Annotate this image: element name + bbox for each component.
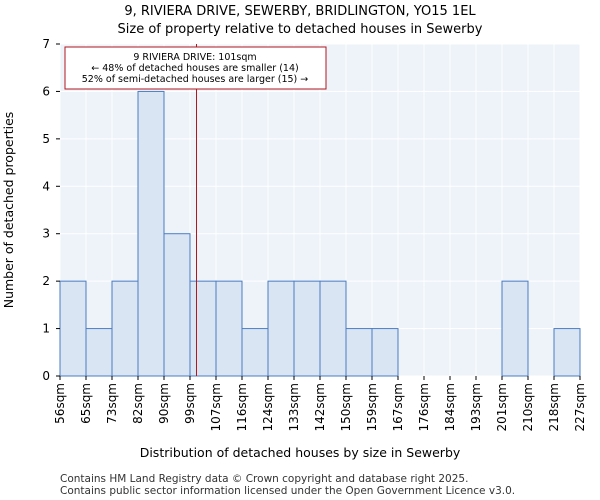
x-tick-label: 210sqm bbox=[521, 383, 535, 431]
x-tick-label: 82sqm bbox=[131, 383, 145, 424]
chart-title: 9, RIVIERA DRIVE, SEWERBY, BRIDLINGTON, … bbox=[124, 4, 476, 19]
bar-150sqm bbox=[345, 328, 373, 377]
x-tick-label: 159sqm bbox=[365, 383, 379, 431]
x-tick-label: 90sqm bbox=[157, 383, 171, 424]
x-tick-label: 218sqm bbox=[547, 383, 561, 431]
footer-line-1: Contains HM Land Registry data © Crown c… bbox=[60, 473, 468, 485]
y-tick-label: 5 bbox=[42, 132, 50, 146]
chart-subtitle: Size of property relative to detached ho… bbox=[118, 22, 483, 37]
bar-73sqm bbox=[111, 280, 139, 377]
y-tick-label: 1 bbox=[42, 322, 50, 336]
bar-133sqm bbox=[293, 280, 321, 377]
y-tick-label: 3 bbox=[42, 227, 50, 241]
bar-159sqm bbox=[371, 328, 399, 377]
bar-124sqm bbox=[267, 280, 295, 377]
y-tick-label: 2 bbox=[42, 274, 50, 288]
annotation-line-1: 9 RIVIERA DRIVE: 101sqm bbox=[133, 52, 256, 63]
bar-218sqm bbox=[553, 328, 581, 377]
x-tick-label: 116sqm bbox=[235, 383, 249, 431]
bar-107sqm bbox=[215, 280, 243, 377]
x-axis-label: Distribution of detached houses by size … bbox=[140, 445, 461, 460]
y-tick-label: 4 bbox=[42, 179, 50, 193]
y-axis-ticks: 0 1 2 3 4 5 6 7 bbox=[42, 37, 60, 383]
bar-99sqm bbox=[189, 280, 217, 377]
x-tick-label: 65sqm bbox=[79, 383, 93, 424]
x-tick-label: 99sqm bbox=[183, 383, 197, 424]
x-tick-label: 56sqm bbox=[53, 383, 67, 424]
x-tick-label: 184sqm bbox=[443, 383, 457, 431]
x-tick-label: 150sqm bbox=[339, 383, 353, 431]
bar-65sqm bbox=[85, 328, 113, 377]
x-tick-label: 227sqm bbox=[573, 383, 587, 431]
bar-90sqm bbox=[163, 233, 191, 377]
x-tick-label: 167sqm bbox=[391, 383, 405, 431]
y-axis-label: Number of detached properties bbox=[1, 112, 16, 309]
annotation-box: 9 RIVIERA DRIVE: 101sqm ← 48% of detache… bbox=[64, 46, 327, 90]
bar-142sqm bbox=[319, 280, 347, 377]
x-tick-label: 142sqm bbox=[313, 383, 327, 431]
y-tick-label: 0 bbox=[42, 369, 50, 383]
bar-82sqm bbox=[137, 90, 165, 377]
bars bbox=[59, 90, 581, 377]
x-tick-label: 133sqm bbox=[287, 383, 301, 431]
annotation-frame bbox=[64, 46, 327, 90]
x-tick-label: 124sqm bbox=[261, 383, 275, 431]
x-tick-label: 176sqm bbox=[417, 383, 431, 431]
annotation-line-2: ← 48% of detached houses are smaller (14… bbox=[91, 63, 298, 74]
x-tick-label: 193sqm bbox=[469, 383, 483, 431]
annotation-line-3: 52% of semi-detached houses are larger (… bbox=[82, 74, 309, 85]
x-tick-label: 107sqm bbox=[209, 383, 223, 431]
bar-201sqm bbox=[501, 280, 529, 377]
x-tick-label: 201sqm bbox=[495, 383, 509, 431]
y-tick-label: 7 bbox=[42, 37, 50, 51]
bar-56sqm bbox=[59, 280, 87, 377]
y-tick-label: 6 bbox=[42, 84, 50, 98]
bar-116sqm bbox=[241, 328, 269, 377]
x-tick-label: 73sqm bbox=[105, 383, 119, 424]
footer-line-2: Contains public sector information licen… bbox=[60, 485, 515, 497]
x-axis-ticks: 56sqm 65sqm 73sqm 82sqm 90sqm 99sqm 107sqm 116s… bbox=[53, 376, 587, 431]
